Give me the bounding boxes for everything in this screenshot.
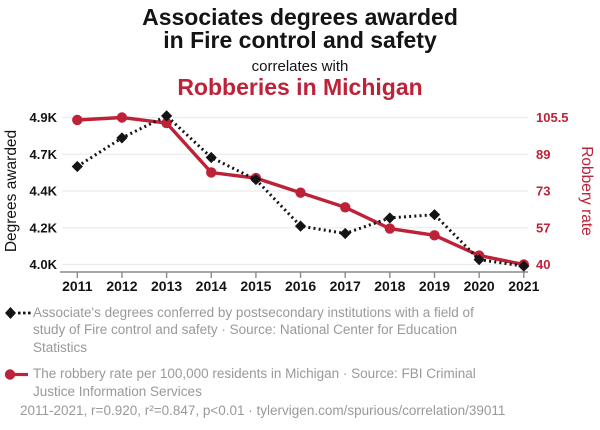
red-solid-circle-icon: [4, 369, 28, 380]
right-axis-tick-label: 40: [536, 257, 550, 272]
robbery-rate-point-2013: [161, 117, 172, 129]
left-axis-title: Degrees awarded: [3, 130, 20, 252]
degrees-awarded-point-2017: [339, 227, 351, 240]
robbery-rate-point-2012: [116, 112, 128, 123]
degrees-awarded-point-2015: [250, 173, 262, 186]
x-axis-tick-label: 2020: [464, 278, 495, 294]
right-axis-tick-label: 73: [536, 184, 550, 199]
x-axis-tick-label: 2014: [196, 278, 227, 294]
x-axis-tick-label: 2021: [508, 278, 539, 294]
legend-entry-degrees: Associate's degrees conferred by postsec…: [4, 304, 560, 356]
x-axis-tick-label: 2018: [374, 278, 405, 294]
degrees-awarded-point-2018: [384, 212, 396, 224]
black-dotted-diamond-icon: [5, 307, 31, 319]
degrees-awarded-point-2020: [473, 254, 485, 266]
robbery-rate-point-2018: [384, 223, 396, 234]
degrees-awarded-point-2021: [518, 260, 530, 272]
left-axis-tick-label: 4.0K: [30, 257, 58, 272]
x-axis-tick-label: 2019: [419, 278, 450, 294]
legend-text-robbery: The robbery rate per 100,000 residents i…: [33, 366, 476, 399]
degrees-awarded-point-2011: [71, 160, 83, 173]
degrees-awarded-point-2012: [116, 132, 128, 144]
correlates-with-label: correlates with: [251, 58, 349, 75]
stats-and-source-line: 2011-2021, r=0.920, r²=0.847, p<0.01 · t…: [20, 403, 506, 418]
x-axis-tick-label: 2013: [151, 278, 182, 294]
x-axis-tick-label: 2011: [62, 278, 93, 294]
x-axis-tick-label: 2017: [330, 278, 361, 294]
x-axis-tick-label: 2012: [106, 278, 137, 294]
robbery-rate-point-2019: [429, 230, 440, 241]
left-axis-tick-label: 4.2K: [30, 220, 58, 235]
left-axis-tick-label: 4.7K: [30, 147, 58, 162]
left-axis-tick-label: 4.4K: [30, 184, 58, 199]
right-axis-title: Robbery rate: [578, 146, 595, 236]
secondary-title: Robberies in Michigan: [177, 74, 423, 100]
legend-text-degrees: Associate's degrees conferred by postsec…: [33, 305, 474, 355]
degrees-awarded-point-2014: [205, 151, 217, 164]
x-axis-tick-label: 2016: [285, 278, 316, 294]
degrees-awarded-point-2013: [161, 110, 173, 122]
robbery-rate-point-2011: [72, 114, 83, 126]
robbery-rate-point-2017: [340, 202, 351, 213]
x-axis-tick-label: 2015: [240, 278, 271, 294]
legend-entry-robbery: The robbery rate per 100,000 residents i…: [4, 365, 560, 400]
chart-title: Associates degrees awarded in Fire contr…: [142, 4, 458, 53]
degrees-awarded-point-2016: [294, 220, 307, 232]
left-axis-tick-label: 4.9K: [30, 110, 58, 125]
right-axis-tick-label: 105.5: [536, 110, 569, 125]
right-axis-tick-label: 89: [536, 147, 550, 162]
robbery-rate-point-2016: [295, 187, 306, 198]
robbery-rate-point-2014: [206, 167, 217, 178]
degrees-awarded-point-2019: [428, 209, 441, 221]
right-axis-tick-label: 57: [536, 220, 550, 235]
legend: Associate's degrees conferred by postsec…: [4, 304, 560, 400]
